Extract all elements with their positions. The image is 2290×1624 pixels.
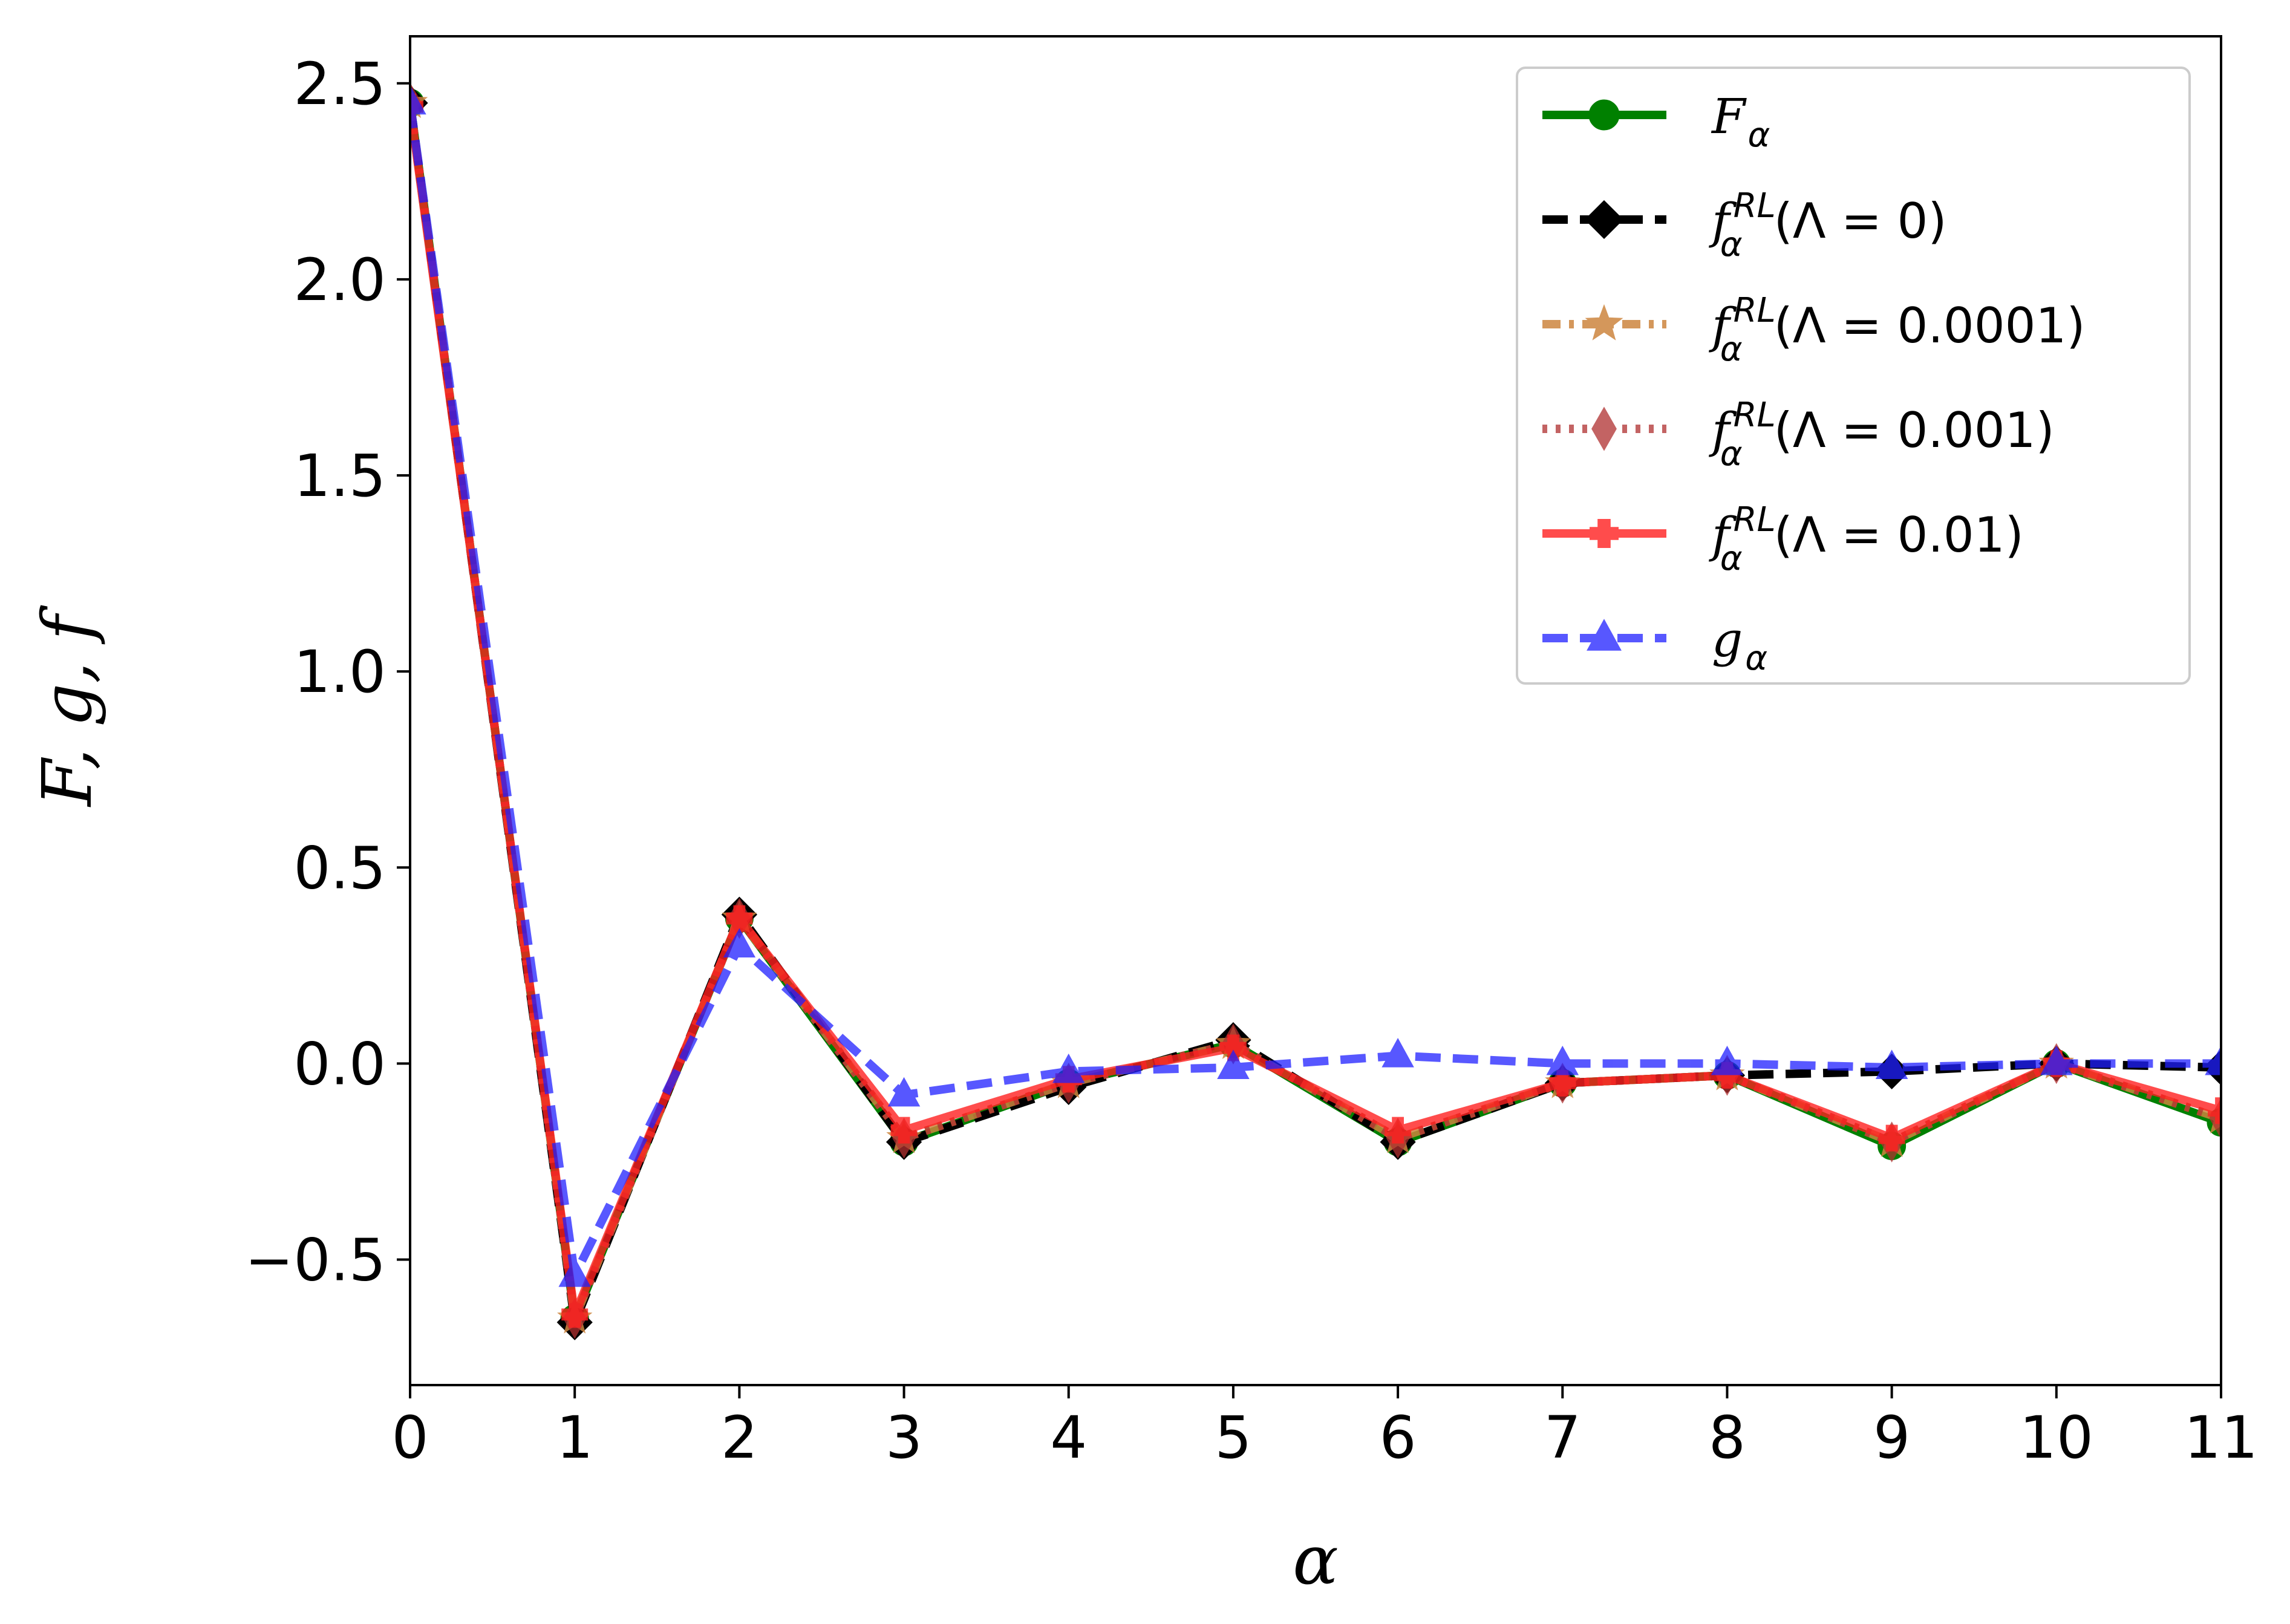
y-tick-label: 0.0	[293, 1030, 386, 1098]
legend-label-sup: RL	[1734, 396, 1776, 435]
legend-label-sub: α	[1748, 116, 1770, 155]
legend-label-sup: RL	[1734, 500, 1776, 540]
legend-entry	[1542, 619, 1666, 651]
y-tick-label: 2.0	[293, 246, 386, 314]
x-tick-label: 7	[1544, 1404, 1581, 1472]
legend-entry	[1542, 200, 1666, 240]
legend-label-tail: (Λ = 0)	[1774, 193, 1947, 249]
x-axis: 0 1 2 3 4 5 6 7 8 9 10 11	[391, 1385, 2258, 1472]
data-point	[1382, 1037, 1414, 1068]
legend-label-sub: α	[1720, 434, 1743, 474]
data-point	[1878, 1124, 1905, 1152]
legend-label-sub: α	[1720, 225, 1743, 264]
data-point	[2040, 1045, 2073, 1075]
x-tick-label: 6	[1380, 1404, 1417, 1472]
plot-frame	[409, 35, 2222, 1386]
legend-label-main: g	[1712, 611, 1743, 668]
x-tick-label: 3	[886, 1404, 922, 1472]
data-point	[410, 85, 426, 115]
data-point	[1549, 1069, 1576, 1097]
legend-label-sup: RL	[1734, 291, 1776, 330]
legend-label: f RL α (Λ = 0.001)	[1709, 396, 2055, 474]
legend-swatch-marker	[1588, 99, 1620, 131]
legend-label-sub: α	[1720, 539, 1743, 578]
legend-label-sub: α	[1745, 639, 1767, 678]
data-point	[561, 1301, 589, 1328]
y-tick-label: 1.5	[293, 442, 386, 510]
y-tick-label: 2.5	[293, 50, 386, 118]
legend-label-tail: (Λ = 0.01)	[1774, 507, 2024, 563]
y-tick-label: −0.5	[245, 1227, 386, 1294]
y-axis: −0.5 0.0 0.5 1.0 1.5 2.0 2.5	[245, 50, 410, 1294]
series-layer	[410, 82, 2221, 1340]
legend-entry	[1542, 99, 1666, 131]
y-tick-label: 1.0	[293, 638, 386, 706]
x-tick-label: 4	[1050, 1404, 1087, 1472]
data-point	[1385, 1117, 1412, 1144]
data-point	[1546, 1045, 1579, 1075]
legend: Fαf RL α (Λ = 0)f RL α (Λ = 0.0001)f RL α (Λ = 0.…	[1516, 67, 2191, 685]
legend-label-sub: α	[1720, 330, 1743, 369]
x-tick-label: 1	[556, 1404, 593, 1472]
legend-label-tail: (Λ = 0.0001)	[1774, 298, 2086, 354]
data-point	[887, 1077, 921, 1107]
data-point	[723, 928, 756, 958]
data-point	[2205, 1045, 2221, 1075]
x-tick-label: 5	[1215, 1404, 1251, 1472]
data-point	[1217, 1049, 1250, 1080]
x-tick-label: 0	[391, 1404, 428, 1472]
y-axis-label: F, g, f	[28, 605, 107, 807]
legend-label: gα	[1712, 611, 1767, 678]
data-point	[1052, 1053, 1085, 1083]
legend-swatch-marker	[1591, 406, 1617, 451]
legend-entry	[1542, 519, 1666, 548]
series-line	[410, 106, 2221, 1319]
data-point	[890, 1117, 918, 1144]
data-point	[726, 905, 753, 932]
data-point	[1875, 1049, 1908, 1080]
data-point	[1711, 1045, 1744, 1075]
series-5	[410, 85, 2221, 1287]
data-point	[2208, 1097, 2221, 1124]
data-point	[1219, 1034, 1247, 1061]
x-axis-label: α	[1293, 1521, 1339, 1600]
x-tick-label: 2	[721, 1404, 758, 1472]
series-line	[410, 102, 2221, 1280]
data-point	[558, 1257, 591, 1287]
legend-swatch-marker	[1590, 519, 1619, 548]
legend-label-main: F	[1711, 88, 1747, 145]
x-tick-label: 11	[2184, 1404, 2258, 1472]
legend-entry	[1542, 406, 1666, 451]
legend-swatch-marker	[1585, 304, 1623, 341]
x-tick-label: 8	[1709, 1404, 1746, 1472]
legend-label: f RL α (Λ = 0)	[1709, 186, 1947, 264]
legend-entry	[1542, 304, 1666, 341]
legend-swatch-marker	[1584, 200, 1624, 240]
legend-swatch-marker	[1587, 619, 1622, 651]
x-tick-label: 9	[1873, 1404, 1910, 1472]
x-tick-label: 10	[2020, 1404, 2093, 1472]
legend-label-tail: (Λ = 0.001)	[1774, 402, 2055, 458]
data-point	[1714, 1061, 1741, 1089]
legend-label-sup: RL	[1734, 186, 1776, 226]
legend-frame	[1516, 67, 2191, 685]
y-tick-label: 0.5	[293, 834, 386, 902]
legend-label: Fα	[1711, 88, 1770, 155]
